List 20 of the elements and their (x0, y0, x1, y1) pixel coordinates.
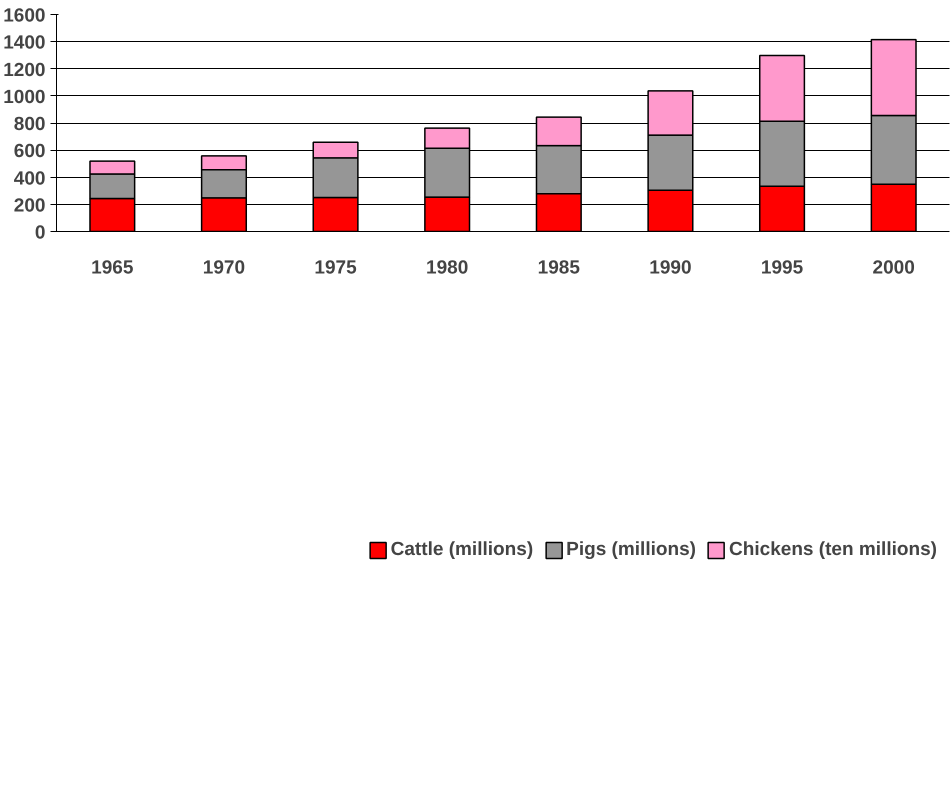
legend-label: Pigs (millions) (566, 539, 696, 561)
y-tick-label: 600 (14, 141, 46, 162)
y-tick-label: 400 (14, 168, 46, 190)
x-tick-label: 1995 (760, 258, 804, 278)
y-tick-label: 800 (14, 114, 46, 135)
x-tick-label: 1990 (649, 258, 692, 278)
x-tick-label: 1980 (426, 258, 468, 278)
x-tick-label: 1975 (314, 258, 358, 278)
legend-label: Chickens (ten millions) (729, 539, 937, 561)
y-tick-label: 200 (14, 195, 46, 216)
y-tick-label: 1200 (3, 60, 46, 81)
x-tick-label: 1965 (91, 258, 134, 278)
legend-label: Cattle (millions) (390, 539, 534, 561)
y-tick-label: 1400 (3, 32, 46, 54)
y-tick-label: 1000 (3, 86, 46, 108)
x-tick-label: 2000 (872, 258, 915, 278)
y-tick-label: 0 (34, 222, 46, 244)
x-tick-label: 1970 (202, 258, 246, 278)
y-tick-label: 1600 (3, 6, 46, 26)
x-tick-label: 1985 (538, 258, 580, 278)
